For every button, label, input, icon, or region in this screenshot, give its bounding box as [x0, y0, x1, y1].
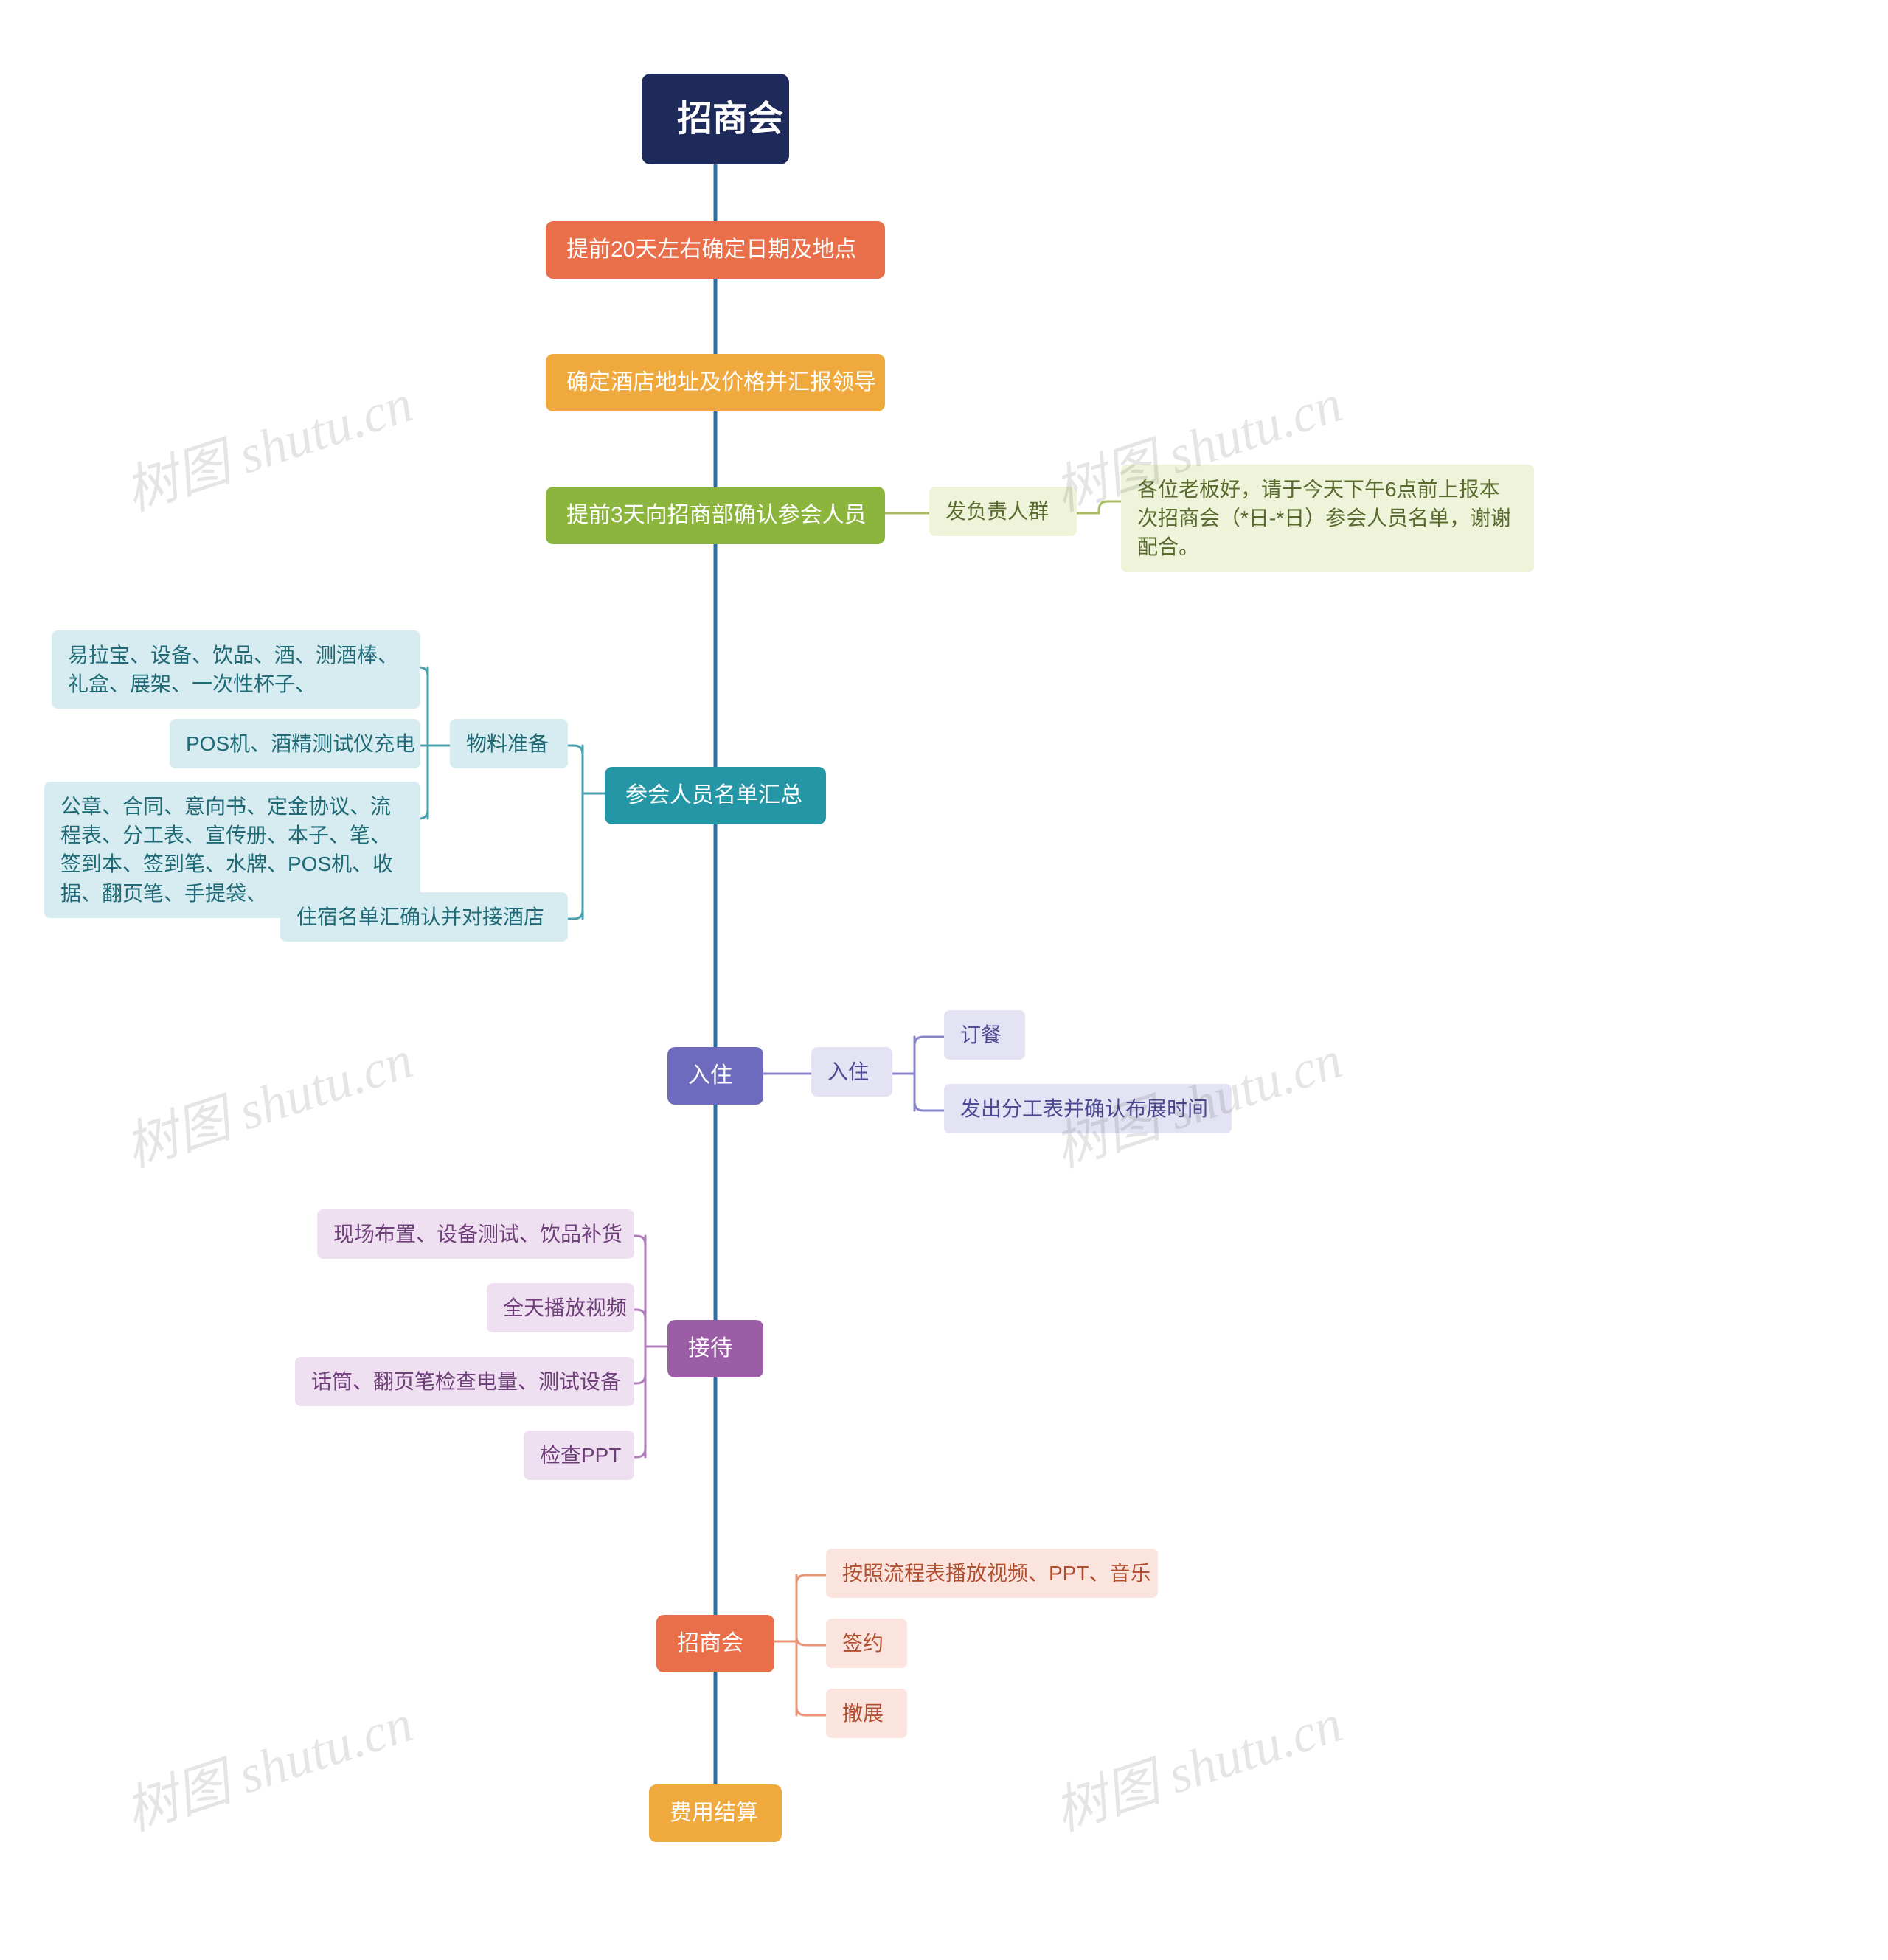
node-s6l3: 话筒、翻页笔检查电量、测试设备	[295, 1357, 634, 1406]
node-s6l1: 现场布置、设备测试、饮品补货	[317, 1209, 634, 1259]
node-s3: 提前3天向招商部确认参会人员	[546, 487, 885, 544]
node-s1: 提前20天左右确定日期及地点	[546, 221, 885, 279]
node-s2: 确定酒店地址及价格并汇报领导	[546, 354, 885, 411]
node-s5: 入住	[667, 1047, 763, 1105]
node-s4l1a: 易拉宝、设备、饮品、酒、测酒棒、礼盒、展架、一次性杯子、	[52, 630, 420, 709]
watermark: 树图 shutu.cn	[114, 1016, 421, 1182]
node-s5r1a: 订餐	[944, 1010, 1025, 1060]
node-s8: 费用结算	[649, 1784, 782, 1842]
node-s5r1b: 发出分工表并确认布展时间	[944, 1084, 1232, 1133]
watermark: 树图 shutu.cn	[114, 360, 421, 526]
node-s3r1: 发负责人群	[929, 487, 1077, 536]
diagram-canvas: 招商会提前20天左右确定日期及地点确定酒店地址及价格并汇报领导提前3天向招商部确…	[0, 0, 1888, 1960]
node-s4: 参会人员名单汇总	[605, 767, 826, 824]
node-s6: 接待	[667, 1320, 763, 1377]
node-s4l1: 物料准备	[450, 719, 568, 768]
node-s6l4: 检查PPT	[524, 1431, 634, 1480]
node-s4l2: 住宿名单汇确认并对接酒店	[280, 892, 568, 942]
node-s5r1: 入住	[811, 1047, 892, 1097]
connector-layer	[0, 0, 1888, 1960]
node-s7r1: 按照流程表播放视频、PPT、音乐	[826, 1549, 1158, 1598]
watermark: 树图 shutu.cn	[114, 1680, 421, 1846]
node-s7r3: 撤展	[826, 1689, 907, 1738]
watermark: 树图 shutu.cn	[1043, 1680, 1350, 1846]
node-s7: 招商会	[656, 1615, 774, 1672]
node-s3r1a: 各位老板好，请于今天下午6点前上报本次招商会（*日-*日）参会人员名单，谢谢配合…	[1121, 465, 1534, 572]
node-root: 招商会	[642, 74, 789, 164]
node-s6l2: 全天播放视频	[487, 1283, 634, 1332]
node-s4l1b: POS机、酒精测试仪充电	[170, 719, 420, 768]
node-s7r2: 签约	[826, 1619, 907, 1668]
